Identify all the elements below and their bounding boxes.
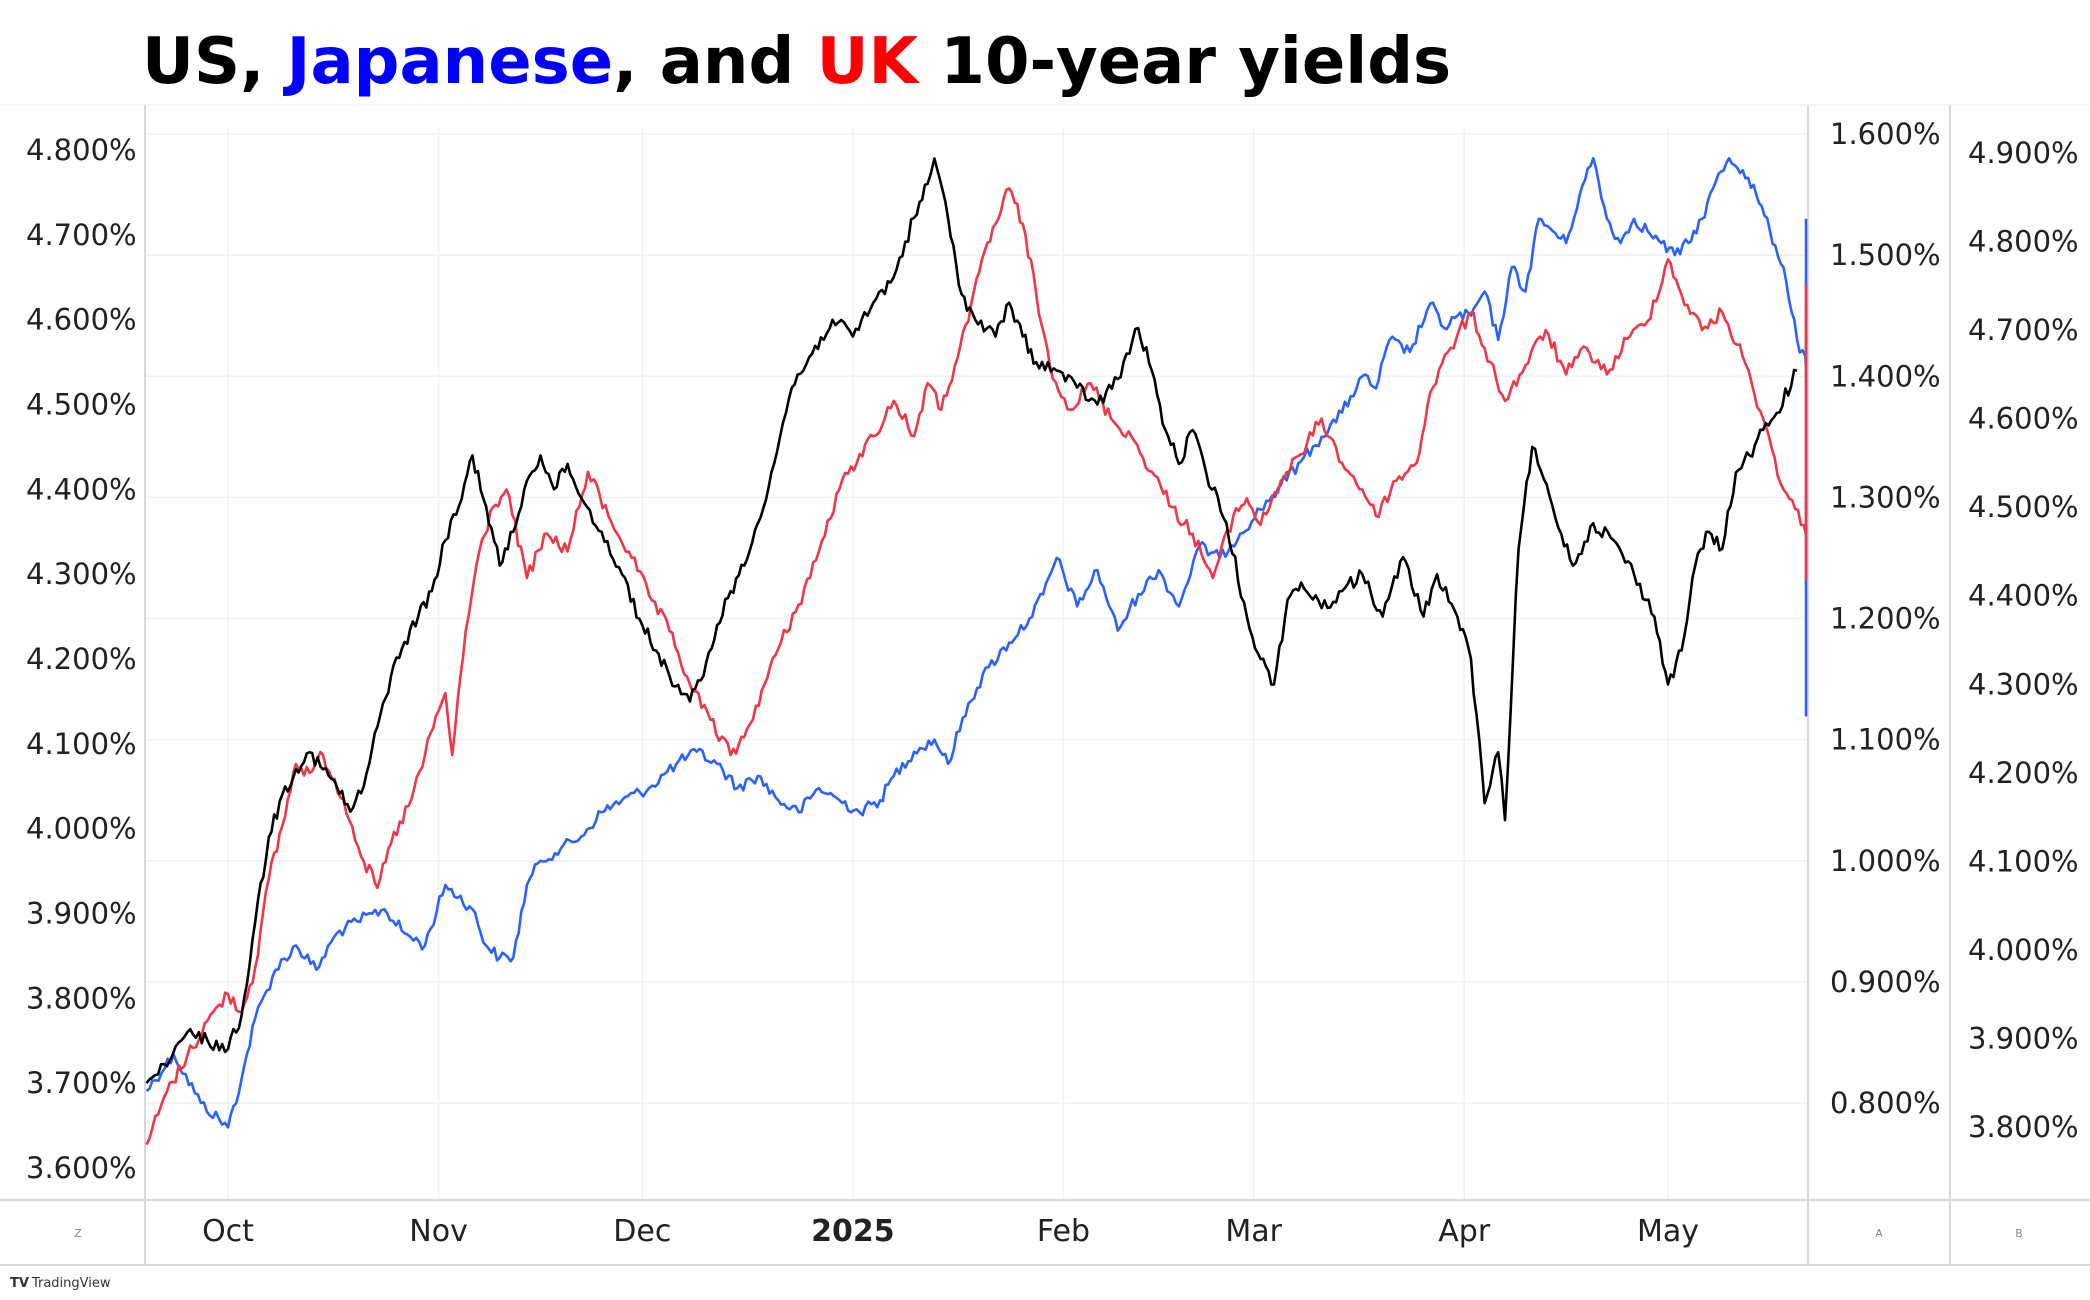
left-axis-tick-label: 4.600%	[26, 303, 137, 337]
chart-frame	[0, 104, 2090, 1266]
tradingview-logo-icon: TV	[10, 1276, 29, 1291]
x-axis-tick-label: Mar	[1225, 1214, 1282, 1249]
series-line	[145, 187, 1808, 1146]
axis-corner-label: B	[2015, 1227, 2023, 1240]
right-axis-a-tick-label: 1.100%	[1830, 723, 1941, 757]
right-axis-a-tick-label: 1.200%	[1830, 602, 1941, 636]
left-axis-tick-label: 4.800%	[26, 133, 137, 167]
x-axis-tick-label: Feb	[1037, 1214, 1090, 1249]
x-axis-tick-label: Oct	[202, 1214, 254, 1249]
x-axis[interactable]: Oct Nov Dec 2025 Feb Mar Apr May	[202, 1214, 1699, 1249]
chart-title: US, Japanese, and UK 10-year yields	[142, 22, 1451, 102]
right-axis-b-tick-label: 4.300%	[1968, 667, 2079, 701]
left-axis-tick-label: 3.700%	[26, 1066, 137, 1100]
right-axis-a-tick-label: 0.800%	[1830, 1086, 1941, 1120]
right-axis-b-tick-label: 4.000%	[1968, 933, 2079, 967]
right-axis-b-tick-label: 4.700%	[1968, 313, 2079, 347]
left-axis-tick-label: 4.100%	[26, 727, 137, 761]
right-axis-a-tick-label: 1.500%	[1830, 238, 1941, 272]
right-axis-b-tick-label: 4.100%	[1968, 844, 2079, 878]
right-axis-a-tick-label: 0.900%	[1830, 965, 1941, 999]
left-axis-tick-label: 4.000%	[26, 812, 137, 846]
left-axis-tick-label: 4.200%	[26, 642, 137, 676]
axis-corner-label: Z	[74, 1227, 82, 1240]
right-axis-b-tick-label: 4.500%	[1968, 490, 2079, 524]
right-axis-a-tick-label: 1.000%	[1830, 844, 1941, 878]
grid-lines	[145, 128, 1808, 1200]
series-line	[145, 157, 1798, 1085]
title-part: UK	[816, 25, 919, 99]
right-axis-a-tick-label: 1.300%	[1830, 480, 1941, 514]
right-axis-b-tick-label: 4.600%	[1968, 402, 2079, 436]
left-axis-tick-label: 4.500%	[26, 388, 137, 422]
right-axis-b-tick-label: 3.900%	[1968, 1021, 2079, 1055]
series-lines	[145, 156, 1808, 1146]
axis-corner-label: A	[1875, 1227, 1883, 1240]
left-axis-tick-label: 4.300%	[26, 557, 137, 591]
x-axis-tick-label: 2025	[811, 1214, 895, 1249]
x-axis-tick-label: Nov	[409, 1214, 468, 1249]
left-axis-tick-label: 4.400%	[26, 472, 137, 506]
title-part: US,	[142, 25, 287, 99]
watermark-text: TradingView	[31, 1276, 111, 1291]
right-y-axis-a[interactable]: 1.600% 1.500% 1.400% 1.300% 1.200% 1.100% 1.00…	[1830, 117, 1941, 1120]
tradingview-watermark: TV TradingView	[10, 1276, 110, 1291]
x-axis-tick-label: May	[1637, 1214, 1699, 1249]
right-axis-b-tick-label: 4.200%	[1968, 756, 2079, 790]
title-part: Japanese	[286, 25, 614, 99]
title-part: , and	[613, 25, 817, 99]
right-axis-b-tick-label: 4.900%	[1968, 136, 2079, 170]
left-axis-tick-label: 4.700%	[26, 218, 137, 252]
right-axis-a-tick-label: 1.600%	[1830, 117, 1941, 151]
x-axis-tick-label: Dec	[613, 1214, 671, 1249]
right-axis-b-tick-label: 4.800%	[1968, 225, 2079, 259]
title-part: 10-year yields	[918, 25, 1452, 99]
right-axis-b-tick-label: 3.800%	[1968, 1110, 2079, 1144]
left-axis-tick-label: 3.600%	[26, 1151, 137, 1185]
right-y-axis-b[interactable]: 4.900% 4.800% 4.700% 4.600% 4.500% 4.400% 4.30…	[1968, 136, 2079, 1144]
left-axis-tick-label: 3.800%	[26, 981, 137, 1015]
x-axis-tick-label: Apr	[1438, 1214, 1491, 1249]
right-axis-b-tick-label: 4.400%	[1968, 579, 2079, 613]
left-y-axis[interactable]: 4.800% 4.700% 4.600% 4.500% 4.400% 4.300% 4.20…	[26, 133, 137, 1185]
right-axis-a-tick-label: 1.400%	[1830, 359, 1941, 393]
left-axis-tick-label: 3.900%	[26, 897, 137, 931]
